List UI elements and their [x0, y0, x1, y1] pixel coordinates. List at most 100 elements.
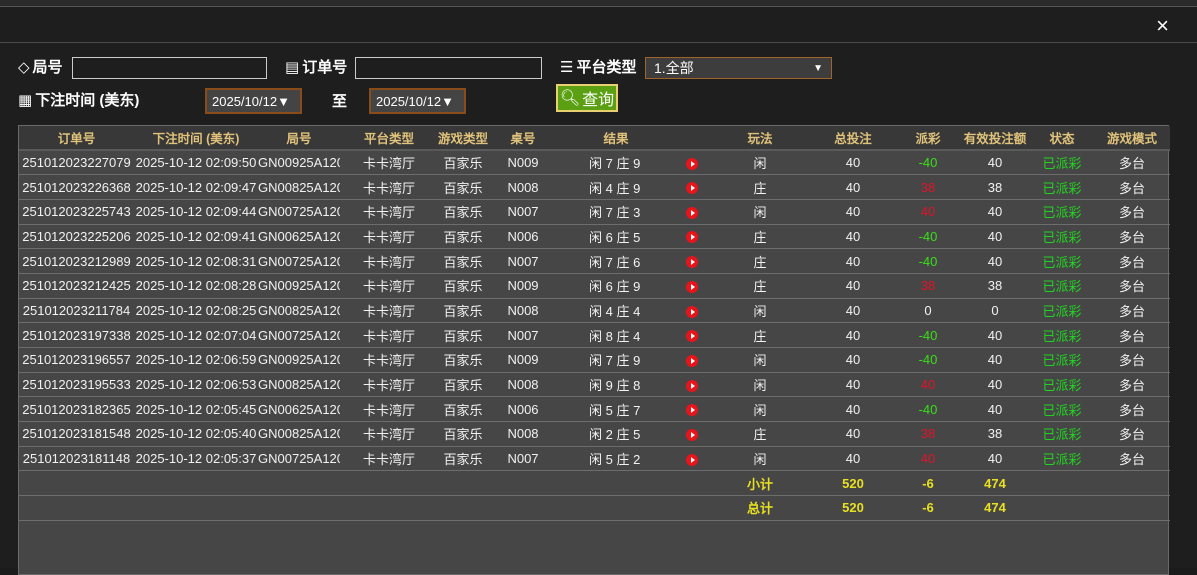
video-replay-cell[interactable] — [674, 174, 710, 200]
table-cell: 卡卡湾厅 — [340, 224, 438, 250]
video-replay-cell[interactable] — [674, 396, 710, 423]
play-video-icon[interactable] — [686, 330, 698, 343]
table-cell: 0 — [960, 298, 1030, 324]
table-cell: GN00825A1204A — [258, 174, 340, 200]
payout-cell: 0 — [896, 298, 960, 324]
play-video-icon[interactable] — [686, 182, 698, 195]
table-cell: 卡卡湾厅 — [340, 298, 438, 324]
table-header: 订单号 下注时间 (美东) 局号 平台类型 游戏类型 桌号 结果 玩法 总投注 派彩 有效投注额 状态… — [19, 126, 1170, 151]
table-row: 251012023181148 2025-10-12 02:05:37 GN0072… — [19, 446, 1170, 472]
play-video-icon[interactable] — [686, 453, 698, 466]
table-cell: 多台 — [1094, 298, 1170, 324]
table-cell: 251012023212425 — [19, 273, 134, 299]
total-label: 总计 — [710, 495, 810, 521]
table-cell: N009 — [488, 347, 558, 373]
table-cell: N007 — [488, 248, 558, 274]
table-row: 251012023196557 2025-10-12 02:06:59 GN0092… — [19, 347, 1170, 373]
table-row: 251012023182365 2025-10-12 02:05:45 GN0062… — [19, 396, 1170, 423]
play-video-icon[interactable] — [686, 305, 698, 318]
table-cell: N009 — [488, 273, 558, 299]
table-cell: GN00625A1204G — [258, 396, 340, 423]
table-cell: 251012023197338 — [19, 322, 134, 348]
video-replay-cell[interactable] — [674, 150, 710, 176]
table-cell: 2025-10-12 02:09:50 — [134, 150, 258, 176]
table-cell: 2025-10-12 02:06:53 — [134, 372, 258, 398]
table-cell: 38 — [960, 421, 1030, 447]
table-cell: 40 — [810, 174, 896, 200]
table-cell: 百家乐 — [438, 199, 488, 225]
play-video-icon[interactable] — [686, 379, 698, 392]
video-replay-cell[interactable] — [674, 298, 710, 324]
query-button[interactable]: 🔍︎ 查询 — [556, 84, 618, 112]
video-replay-cell[interactable] — [674, 446, 710, 472]
table-cell: GN00825A12044 — [258, 421, 340, 447]
video-replay-cell[interactable] — [674, 199, 710, 225]
table-cell: 40 — [810, 322, 896, 348]
table-cell: -6 — [896, 495, 960, 521]
table-cell: 百家乐 — [438, 248, 488, 274]
table-cell: 百家乐 — [438, 446, 488, 472]
video-replay-cell[interactable] — [674, 372, 710, 398]
video-replay-cell[interactable] — [674, 347, 710, 373]
date-from-select[interactable]: 2025/10/12▼ — [205, 88, 302, 114]
table-cell: 40 — [810, 273, 896, 299]
video-replay-cell[interactable] — [674, 322, 710, 348]
table-cell: 40 — [960, 446, 1030, 472]
column-header: 游戏类型 — [438, 126, 488, 151]
play-video-icon[interactable] — [686, 256, 698, 269]
play-video-icon[interactable] — [686, 206, 698, 219]
payout-cell: -40 — [896, 224, 960, 250]
video-replay-cell[interactable] — [674, 248, 710, 274]
table-row: 251012023225743 2025-10-12 02:09:44 GN0072… — [19, 199, 1170, 225]
table-cell: 2025-10-12 02:08:25 — [134, 298, 258, 324]
table-cell: GN00925A1204K — [258, 347, 340, 373]
round-input[interactable] — [72, 57, 267, 79]
table-cell: 庄 — [710, 248, 810, 274]
table-cell: N006 — [488, 396, 558, 423]
play-video-icon[interactable] — [686, 354, 698, 367]
table-cell: 卡卡湾厅 — [340, 396, 438, 423]
table-cell: 474 — [960, 495, 1030, 521]
platform-select[interactable]: 1.全部 ▼ — [645, 57, 832, 79]
clipboard-icon: ▤ — [285, 58, 300, 76]
order-input[interactable] — [355, 57, 542, 79]
video-replay-cell[interactable] — [674, 224, 710, 250]
bet-history-modal: × ◇ 局号 ▤ 订单号 ☰ 平台类型 1.全部 ▼ ▦ 下注时间 (美东) 2025/1… — [0, 6, 1197, 575]
table-row: 251012023212989 2025-10-12 02:08:31 GN0072… — [19, 248, 1170, 274]
table-cell: 38 — [960, 273, 1030, 299]
play-video-icon[interactable] — [686, 280, 698, 293]
table-cell: 闲 — [710, 150, 810, 176]
play-video-icon[interactable] — [686, 404, 698, 417]
table-cell: 40 — [810, 347, 896, 373]
date-to-select[interactable]: 2025/10/12▼ — [369, 88, 466, 114]
play-video-icon[interactable] — [686, 428, 698, 441]
table-cell: GN00825A12046 — [258, 372, 340, 398]
close-icon[interactable]: × — [1156, 13, 1169, 38]
table-cell: 251012023211784 — [19, 298, 134, 324]
column-header — [674, 126, 710, 151]
table-cell: 40 — [960, 199, 1030, 225]
table-cell: 520 — [810, 495, 896, 521]
search-icon: 🔍︎ — [559, 90, 581, 107]
status-cell: 已派彩 — [1030, 174, 1094, 200]
table-cell: 251012023225743 — [19, 199, 134, 225]
payout-cell: 40 — [896, 199, 960, 225]
video-replay-cell[interactable] — [674, 421, 710, 447]
play-video-icon[interactable] — [686, 157, 698, 170]
status-cell: 已派彩 — [1030, 298, 1094, 324]
table-cell: 40 — [810, 224, 896, 250]
table-cell: 2025-10-12 02:07:04 — [134, 322, 258, 348]
table-cell — [1030, 470, 1170, 497]
table-cell: N008 — [488, 372, 558, 398]
table-cell: 474 — [960, 470, 1030, 497]
play-video-icon[interactable] — [686, 231, 698, 244]
status-cell: 已派彩 — [1030, 273, 1094, 299]
table-cell: 251012023225206 — [19, 224, 134, 250]
table-cell: N006 — [488, 224, 558, 250]
video-replay-cell[interactable] — [674, 273, 710, 299]
payout-cell: 38 — [896, 174, 960, 200]
table-cell: 卡卡湾厅 — [340, 248, 438, 274]
table-row: 251012023225206 2025-10-12 02:09:41 GN0062… — [19, 224, 1170, 250]
table-cell: 庄 — [710, 421, 810, 447]
table-cell: 卡卡湾厅 — [340, 372, 438, 398]
